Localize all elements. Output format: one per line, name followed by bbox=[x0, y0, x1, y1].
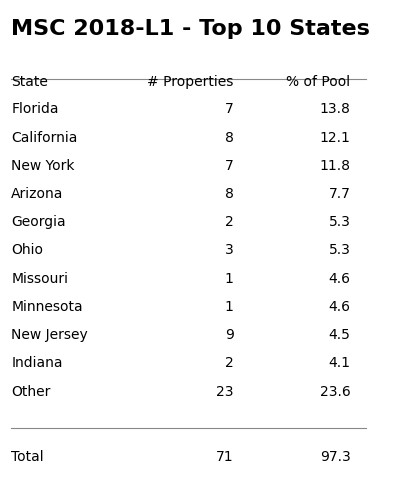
Text: 12.1: 12.1 bbox=[320, 131, 350, 145]
Text: Arizona: Arizona bbox=[11, 187, 64, 201]
Text: 7: 7 bbox=[225, 159, 234, 173]
Text: 9: 9 bbox=[225, 328, 234, 342]
Text: 2: 2 bbox=[225, 215, 234, 229]
Text: 23: 23 bbox=[216, 385, 234, 399]
Text: 7: 7 bbox=[225, 102, 234, 116]
Text: 4.6: 4.6 bbox=[328, 272, 350, 286]
Text: State: State bbox=[11, 75, 48, 90]
Text: New York: New York bbox=[11, 159, 75, 173]
Text: Total: Total bbox=[11, 450, 44, 465]
Text: Other: Other bbox=[11, 385, 51, 399]
Text: 7.7: 7.7 bbox=[328, 187, 350, 201]
Text: 71: 71 bbox=[216, 450, 234, 465]
Text: 8: 8 bbox=[225, 187, 234, 201]
Text: 13.8: 13.8 bbox=[320, 102, 350, 116]
Text: Florida: Florida bbox=[11, 102, 59, 116]
Text: 11.8: 11.8 bbox=[320, 159, 350, 173]
Text: Missouri: Missouri bbox=[11, 272, 68, 286]
Text: 23.6: 23.6 bbox=[320, 385, 350, 399]
Text: 4.6: 4.6 bbox=[328, 300, 350, 314]
Text: 4.1: 4.1 bbox=[328, 356, 350, 371]
Text: Georgia: Georgia bbox=[11, 215, 66, 229]
Text: California: California bbox=[11, 131, 78, 145]
Text: # Properties: # Properties bbox=[147, 75, 234, 90]
Text: % of Pool: % of Pool bbox=[286, 75, 350, 90]
Text: New Jersey: New Jersey bbox=[11, 328, 88, 342]
Text: 4.5: 4.5 bbox=[328, 328, 350, 342]
Text: 3: 3 bbox=[225, 244, 234, 258]
Text: Minnesota: Minnesota bbox=[11, 300, 83, 314]
Text: Indiana: Indiana bbox=[11, 356, 63, 371]
Text: 5.3: 5.3 bbox=[328, 244, 350, 258]
Text: MSC 2018-L1 - Top 10 States: MSC 2018-L1 - Top 10 States bbox=[11, 19, 370, 39]
Text: Ohio: Ohio bbox=[11, 244, 43, 258]
Text: 1: 1 bbox=[225, 300, 234, 314]
Text: 8: 8 bbox=[225, 131, 234, 145]
Text: 97.3: 97.3 bbox=[320, 450, 350, 465]
Text: 1: 1 bbox=[225, 272, 234, 286]
Text: 2: 2 bbox=[225, 356, 234, 371]
Text: 5.3: 5.3 bbox=[328, 215, 350, 229]
